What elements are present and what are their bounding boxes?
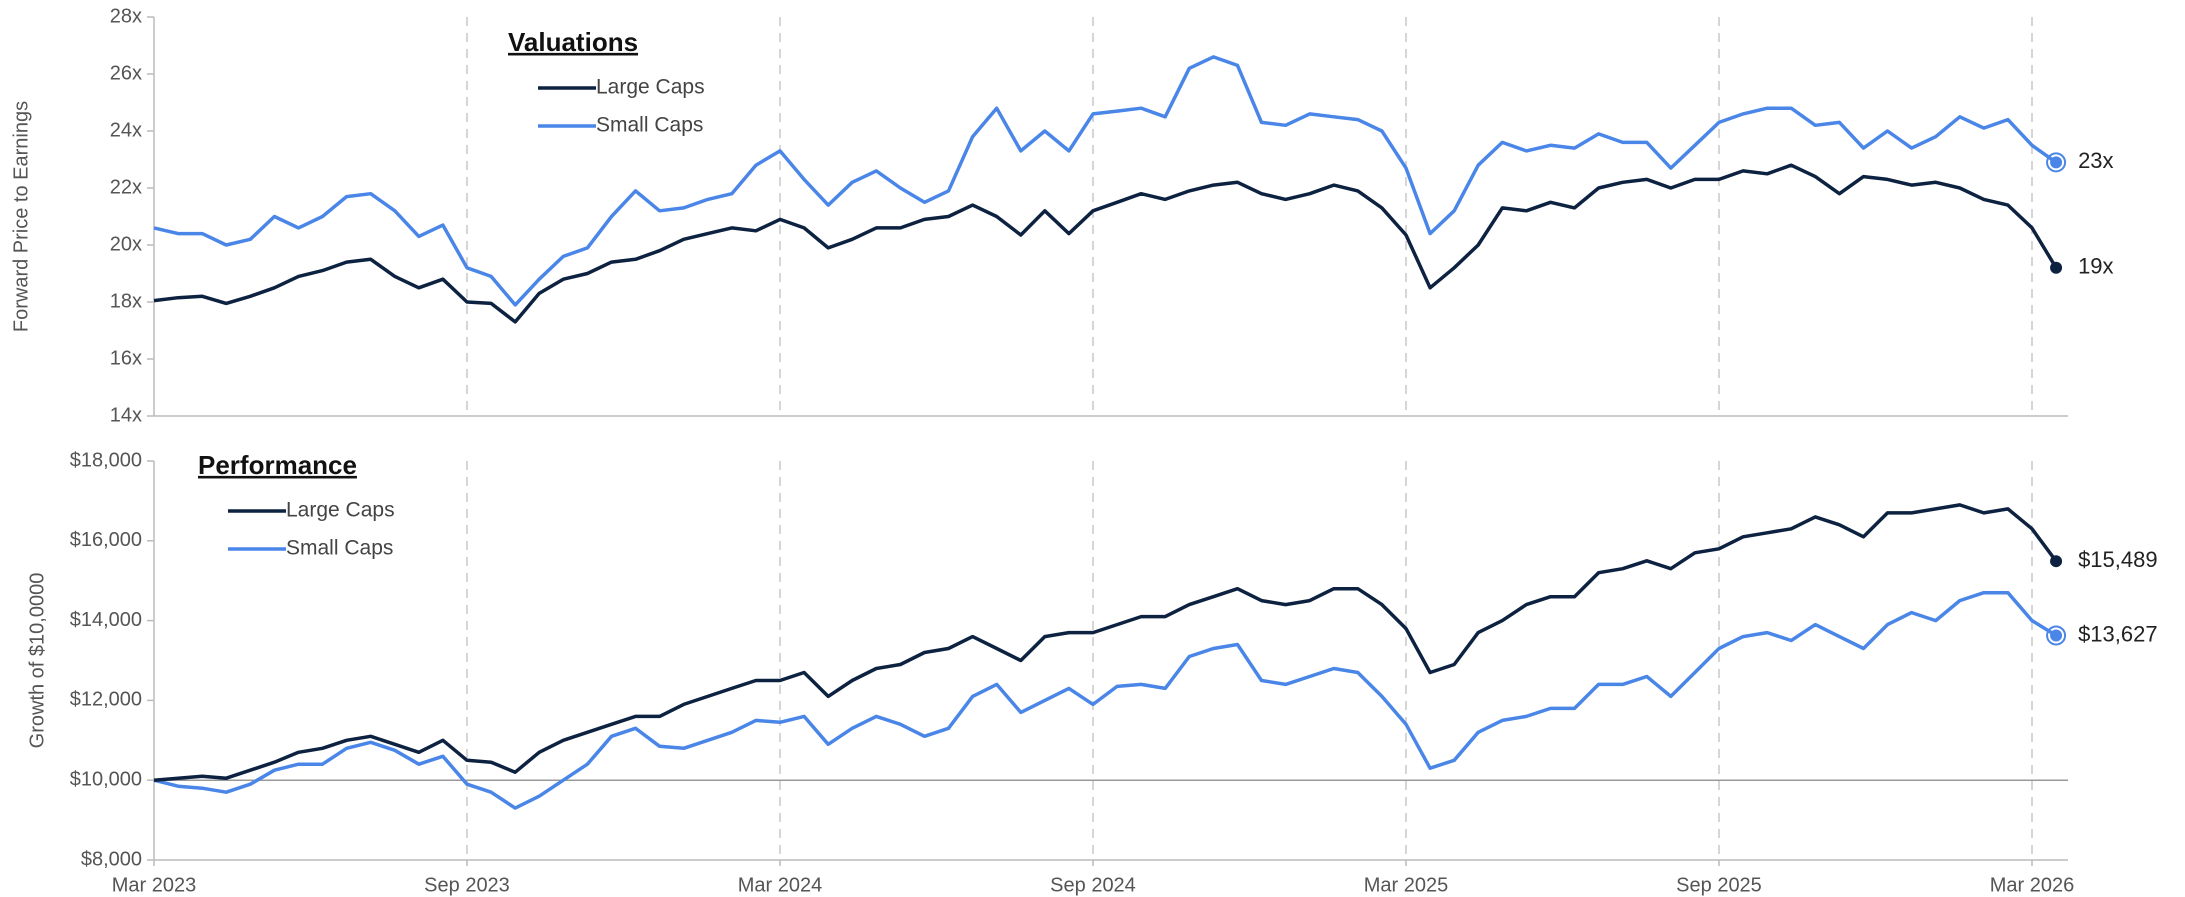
y-tick-label: 20x: [110, 233, 142, 255]
y-tick-label: $16,000: [70, 529, 142, 551]
x-tick-label: Sep 2025: [1676, 874, 1762, 896]
series-line: [153, 503, 2058, 782]
x-tick-label: Sep 2023: [424, 874, 510, 896]
end-label: 19x: [2078, 254, 2113, 279]
legend-label: Large Caps: [596, 76, 705, 99]
y-tick-label: 16x: [110, 347, 142, 369]
x-tick-label: Sep 2024: [1050, 874, 1136, 896]
end-label: 23x: [2078, 148, 2113, 173]
y-tick-label: 18x: [110, 290, 142, 312]
legend-title: Valuations: [508, 27, 638, 57]
end-marker: [2050, 156, 2063, 169]
y-tick-label: 24x: [110, 119, 142, 141]
end-marker: [2050, 555, 2063, 568]
y-tick-label: $10,000: [70, 768, 142, 790]
end-ring: [2046, 152, 2067, 173]
y-tick-label: $12,000: [70, 689, 142, 711]
series-line: [153, 590, 2058, 810]
end-label: $13,627: [2078, 621, 2158, 646]
y-tick-label: $18,000: [70, 449, 142, 471]
y-axis-label: Growth of $10,0000: [26, 573, 48, 749]
series-line: [153, 55, 2058, 307]
end-marker: [2050, 261, 2063, 274]
legend-title: Performance: [198, 450, 357, 480]
y-tick-label: 28x: [110, 5, 142, 27]
legend-label: Small Caps: [286, 537, 393, 560]
x-tick-label: Mar 2026: [1990, 874, 2075, 896]
y-tick-label: 26x: [110, 62, 142, 84]
y-tick-label: 14x: [110, 404, 142, 426]
legend-label: Large Caps: [286, 499, 395, 522]
y-tick-label: $8,000: [81, 848, 142, 870]
end-label: $15,489: [2078, 547, 2158, 572]
y-axis-label: Forward Price to Earnings: [10, 101, 32, 332]
x-tick-label: Mar 2024: [738, 874, 823, 896]
y-tick-label: $14,000: [70, 609, 142, 631]
end-marker: [2050, 629, 2063, 642]
y-tick-label: 22x: [110, 176, 142, 198]
legend-label: Small Caps: [596, 114, 703, 137]
x-tick-label: Mar 2023: [112, 874, 197, 896]
series-line: [153, 163, 2058, 324]
end-ring: [2046, 625, 2067, 646]
x-tick-label: Mar 2025: [1364, 874, 1449, 896]
